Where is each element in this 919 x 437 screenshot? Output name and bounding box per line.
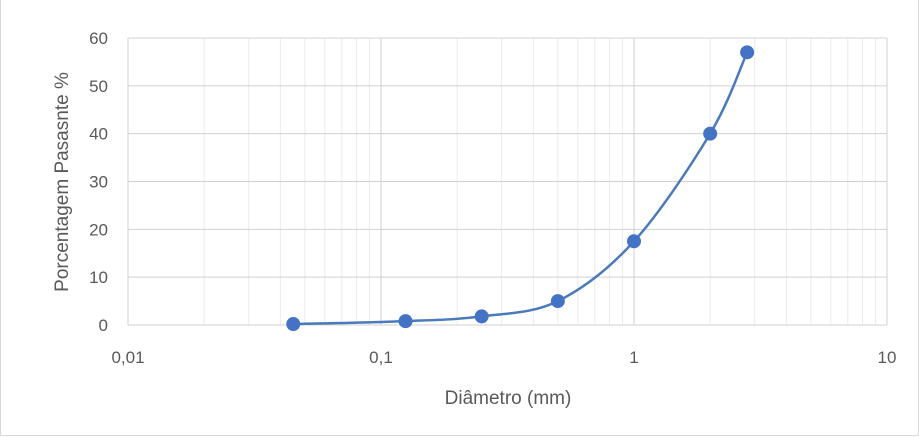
data-point <box>627 234 641 249</box>
x-tick-labels: 0,01 0,1 1 10 <box>111 348 896 367</box>
data-point <box>550 294 565 309</box>
data-point <box>703 126 718 141</box>
y-tick-label: 40 <box>89 125 108 144</box>
data-point <box>474 309 489 324</box>
x-axis-title: Diâmetro (mm) <box>445 388 572 409</box>
x-tick-label: 1 <box>629 348 638 367</box>
y-axis-title: Porcentagem Pasasnte % <box>52 72 73 292</box>
series-group <box>286 45 755 332</box>
x-tick-label: 0,1 <box>369 348 393 367</box>
y-tick-label: 60 <box>89 29 108 48</box>
y-tick-label: 20 <box>89 220 108 239</box>
major-gridlines <box>127 37 888 326</box>
data-point <box>286 317 301 332</box>
series-line <box>293 51 749 326</box>
y-tick-label: 50 <box>89 77 108 96</box>
data-point <box>740 45 755 60</box>
x-tick-label: 0,01 <box>111 348 144 367</box>
y-tick-label: 30 <box>89 173 108 192</box>
y-tick-labels: 0 10 20 30 40 50 60 <box>89 29 108 335</box>
x-tick-label: 10 <box>878 348 897 367</box>
y-tick-label: 0 <box>99 316 108 335</box>
y-tick-label: 10 <box>89 268 108 287</box>
data-point <box>398 314 413 329</box>
